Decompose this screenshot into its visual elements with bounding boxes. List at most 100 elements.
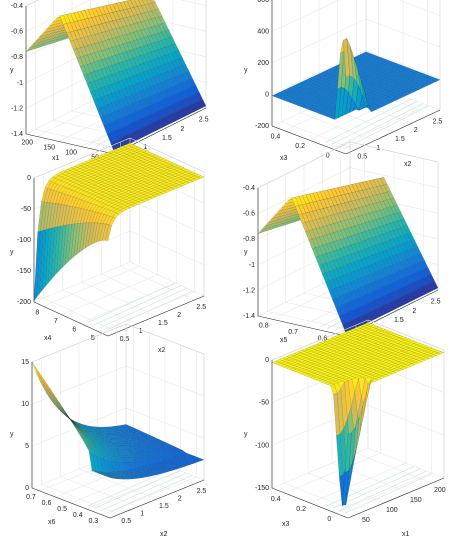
surface-patch [328, 81, 336, 85]
z-tick-label: -100 [255, 442, 269, 449]
surface-patch [369, 336, 377, 340]
surface-patch [308, 95, 317, 99]
surface-patch [357, 68, 365, 72]
surface-patch [139, 475, 147, 478]
surface-patch [161, 22, 169, 32]
surface-patch [410, 340, 419, 344]
surface-patch [375, 327, 383, 331]
surface-patch [110, 460, 118, 473]
surface-patch [398, 350, 406, 354]
surface-patch [101, 40, 109, 50]
surface-patch [406, 345, 414, 349]
surface-patch [163, 189, 172, 193]
surface-patch [318, 71, 326, 75]
surface-patch [284, 199, 293, 205]
z-tick-label: 5 [25, 443, 29, 450]
surface-patch [137, 441, 145, 444]
surface-patch [80, 46, 88, 57]
surface-patch [415, 345, 424, 349]
surface-patch [318, 96, 326, 100]
z-tick-label: -50 [259, 400, 269, 407]
surface-patch [383, 357, 391, 361]
surface-patch [410, 352, 418, 356]
surface-patch [308, 239, 316, 249]
surface-patch [153, 168, 162, 172]
surface-patch [429, 354, 437, 358]
surface-patch [127, 426, 136, 430]
surface-patch [339, 275, 347, 286]
surface-patch [396, 344, 405, 348]
y-tick-label: 100 [65, 150, 77, 157]
axis-lines [31, 362, 205, 519]
surface-patch [153, 462, 161, 466]
surface-patch [362, 360, 371, 364]
surface-patch [320, 87, 328, 91]
y-tick-label: 0.4 [271, 496, 281, 503]
y-tick-label: 0.4 [271, 134, 281, 141]
surface-patch [397, 353, 405, 357]
surface-patch [348, 192, 356, 202]
surface-patch [315, 107, 323, 111]
surface-patch [162, 463, 171, 467]
surface-patch [336, 276, 344, 287]
z-tick-label: -0.4 [11, 3, 23, 10]
surface-patch [383, 333, 391, 337]
surface-patch [358, 65, 366, 69]
surface-patch [322, 113, 331, 117]
z-tick-label: 400 [257, 29, 269, 36]
z-tick-label: 200 [257, 60, 269, 67]
surface-patch [301, 89, 309, 93]
surface-patch [413, 342, 421, 346]
surface-patch [396, 356, 404, 360]
surface-patch [403, 365, 412, 369]
surface-patch [129, 40, 137, 50]
surface-patch [42, 28, 51, 34]
surface-patch [399, 336, 407, 340]
surface-patch [371, 328, 380, 332]
surface-patch [372, 361, 380, 365]
surface-patch [136, 183, 144, 187]
surface-patch [161, 441, 169, 445]
surface-patch [324, 83, 333, 87]
surface-patch [120, 441, 128, 444]
surface-patch [393, 237, 401, 247]
surface-patch [309, 352, 318, 356]
surface-patch [409, 355, 418, 359]
surface-patch [392, 290, 400, 300]
surface-patch [119, 473, 127, 476]
surface-patch [137, 468, 146, 472]
surface-patch [142, 465, 150, 469]
surface-patch [102, 472, 109, 475]
surface-patch [369, 369, 378, 373]
surface-patch [312, 94, 320, 98]
surface-patch [303, 373, 312, 377]
surface-patch [55, 175, 63, 180]
surface-patch [345, 351, 354, 355]
surface-patch [300, 101, 309, 105]
surface-patch [136, 433, 144, 436]
surface-patch [422, 345, 430, 349]
z-tick-label: 10 [21, 401, 29, 408]
surface-patch [147, 43, 155, 53]
surface-patch [176, 448, 184, 452]
surface-patch [80, 208, 88, 224]
surface-patch [400, 366, 408, 370]
surface-patch [315, 354, 324, 358]
surface-patch [418, 358, 426, 362]
surface-patch [295, 205, 303, 215]
x-tick-label: 2 [414, 127, 418, 134]
surface-patch [325, 376, 334, 380]
surface-patch [46, 189, 54, 203]
surface-patch [389, 368, 398, 372]
surface-patch [95, 430, 102, 434]
surface [33, 142, 205, 302]
surface-patch [44, 180, 52, 189]
surface-patch [165, 467, 173, 470]
surface-patch [85, 222, 92, 249]
surface-patch [86, 435, 94, 441]
surface-patch [121, 435, 130, 439]
surface-patch [322, 103, 330, 107]
surface-patch [42, 228, 50, 291]
surface-patch [146, 474, 154, 477]
